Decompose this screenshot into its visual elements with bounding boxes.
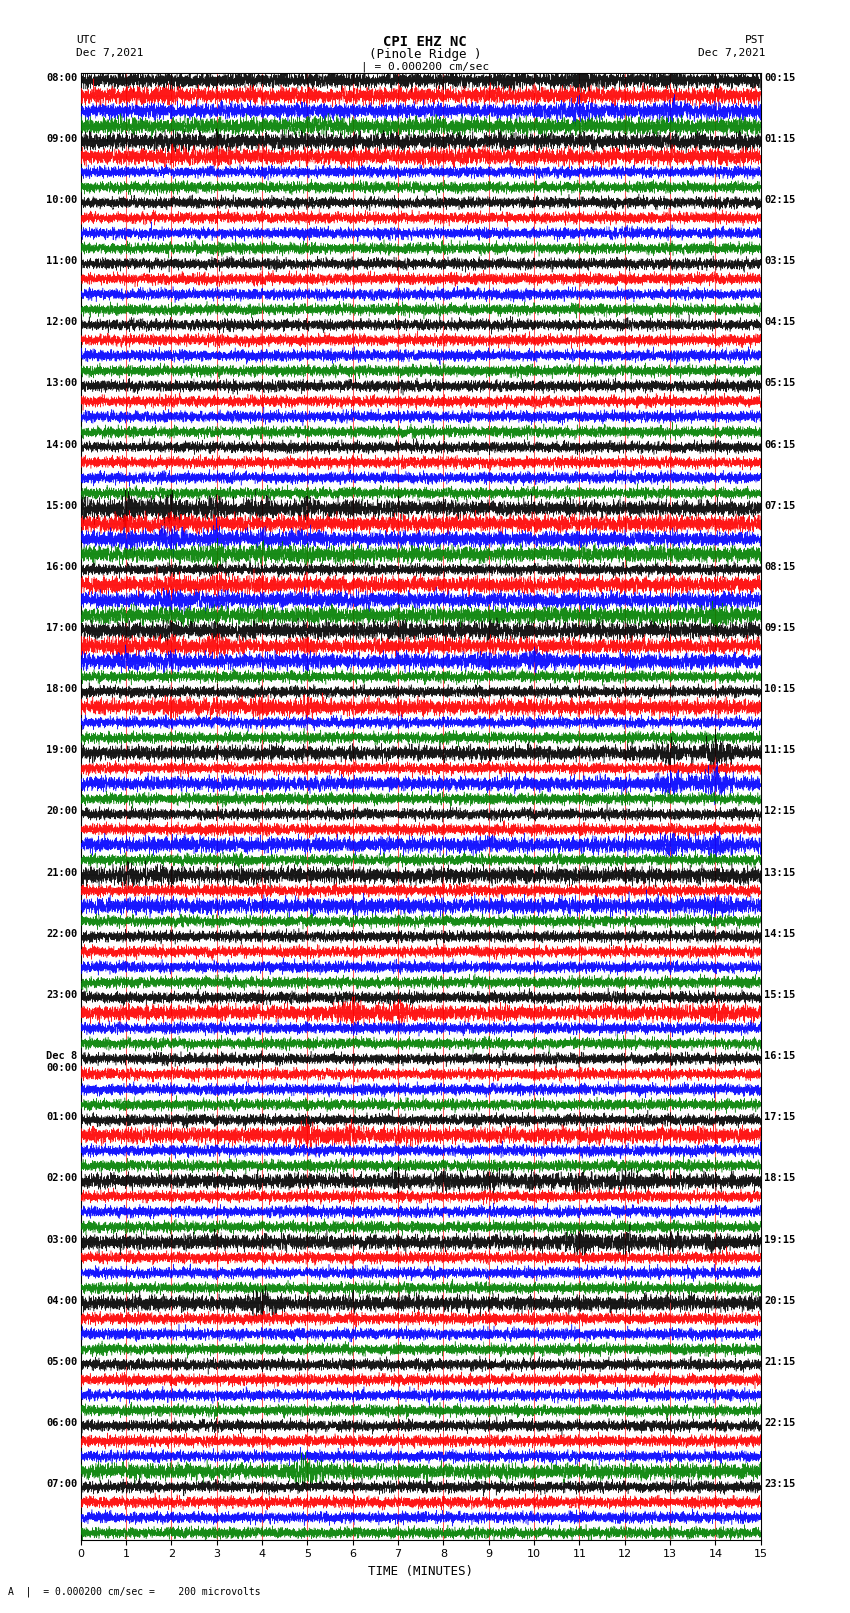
Text: 14:00: 14:00 — [46, 440, 77, 450]
Text: Dec 7,2021: Dec 7,2021 — [698, 48, 765, 58]
Text: 04:15: 04:15 — [764, 318, 796, 327]
Text: 08:00: 08:00 — [46, 73, 77, 82]
Text: 12:15: 12:15 — [764, 806, 796, 816]
Text: 03:00: 03:00 — [46, 1234, 77, 1245]
Text: 19:00: 19:00 — [46, 745, 77, 755]
Text: 18:15: 18:15 — [764, 1174, 796, 1184]
Text: 08:15: 08:15 — [764, 561, 796, 573]
Text: 01:15: 01:15 — [764, 134, 796, 144]
Text: 17:15: 17:15 — [764, 1113, 796, 1123]
Text: 13:00: 13:00 — [46, 379, 77, 389]
Text: 06:15: 06:15 — [764, 440, 796, 450]
Text: 23:00: 23:00 — [46, 990, 77, 1000]
Text: 09:15: 09:15 — [764, 623, 796, 632]
Text: 14:15: 14:15 — [764, 929, 796, 939]
Text: 05:15: 05:15 — [764, 379, 796, 389]
Text: 06:00: 06:00 — [46, 1418, 77, 1428]
Text: 17:00: 17:00 — [46, 623, 77, 632]
Text: 01:00: 01:00 — [46, 1113, 77, 1123]
X-axis label: TIME (MINUTES): TIME (MINUTES) — [368, 1565, 473, 1578]
Text: 15:15: 15:15 — [764, 990, 796, 1000]
Text: 16:00: 16:00 — [46, 561, 77, 573]
Text: 07:00: 07:00 — [46, 1479, 77, 1489]
Text: 00:15: 00:15 — [764, 73, 796, 82]
Text: (Pinole Ridge ): (Pinole Ridge ) — [369, 48, 481, 61]
Text: 23:15: 23:15 — [764, 1479, 796, 1489]
Text: 10:15: 10:15 — [764, 684, 796, 694]
Text: PST: PST — [745, 35, 765, 45]
Text: 21:00: 21:00 — [46, 868, 77, 877]
Text: 07:15: 07:15 — [764, 500, 796, 511]
Text: 15:00: 15:00 — [46, 500, 77, 511]
Text: 10:00: 10:00 — [46, 195, 77, 205]
Text: 02:15: 02:15 — [764, 195, 796, 205]
Text: 19:15: 19:15 — [764, 1234, 796, 1245]
Text: 12:00: 12:00 — [46, 318, 77, 327]
Text: 09:00: 09:00 — [46, 134, 77, 144]
Text: 21:15: 21:15 — [764, 1357, 796, 1366]
Text: 03:15: 03:15 — [764, 256, 796, 266]
Text: 11:15: 11:15 — [764, 745, 796, 755]
Text: 04:00: 04:00 — [46, 1295, 77, 1307]
Text: Dec 7,2021: Dec 7,2021 — [76, 48, 144, 58]
Text: 11:00: 11:00 — [46, 256, 77, 266]
Text: 20:00: 20:00 — [46, 806, 77, 816]
Text: 20:15: 20:15 — [764, 1295, 796, 1307]
Text: | = 0.000200 cm/sec: | = 0.000200 cm/sec — [361, 61, 489, 73]
Text: CPI EHZ NC: CPI EHZ NC — [383, 35, 467, 50]
Text: 02:00: 02:00 — [46, 1174, 77, 1184]
Text: 13:15: 13:15 — [764, 868, 796, 877]
Text: Dec 8
00:00: Dec 8 00:00 — [46, 1052, 77, 1073]
Text: A  |  = 0.000200 cm/sec =    200 microvolts: A | = 0.000200 cm/sec = 200 microvolts — [8, 1586, 261, 1597]
Text: 16:15: 16:15 — [764, 1052, 796, 1061]
Text: 18:00: 18:00 — [46, 684, 77, 694]
Text: UTC: UTC — [76, 35, 97, 45]
Text: 22:15: 22:15 — [764, 1418, 796, 1428]
Text: 05:00: 05:00 — [46, 1357, 77, 1366]
Text: 22:00: 22:00 — [46, 929, 77, 939]
